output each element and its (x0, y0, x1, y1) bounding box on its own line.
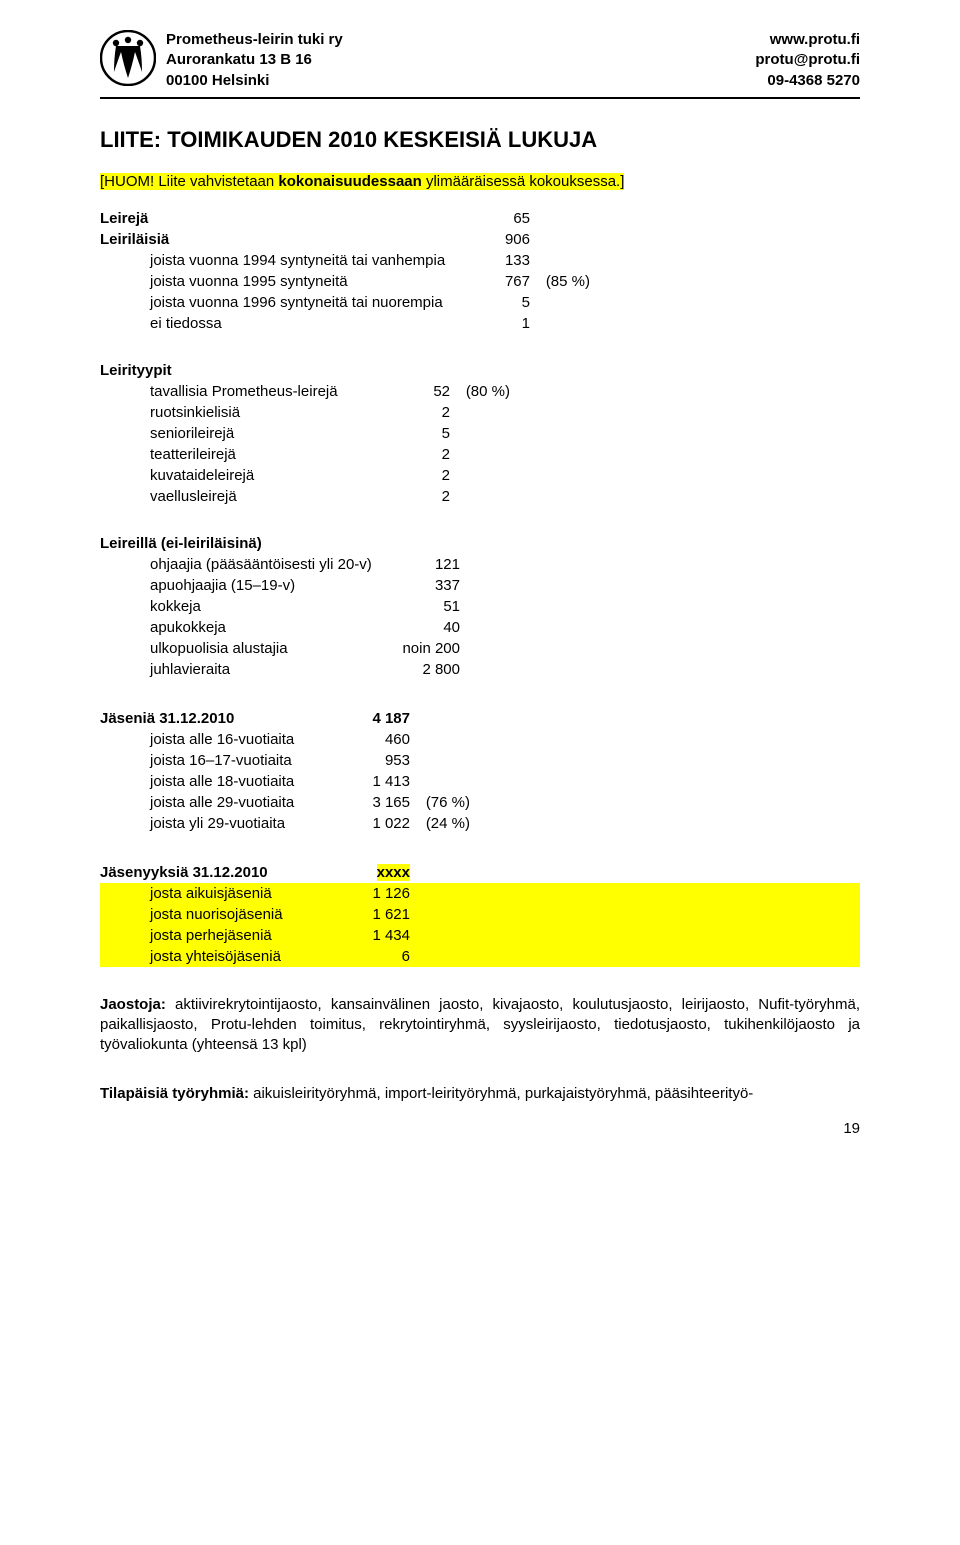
data-row: kuvataideleirejä 2 (100, 465, 860, 486)
footer-paragraph: Tilapäisiä työryhmiä: aikuisleirityöryhm… (100, 1084, 860, 1104)
data-row: ohjaajia (pääsääntöisesti yli 20-v) 121 (100, 554, 860, 575)
data-row: juhlavieraita 2 800 (100, 659, 860, 680)
data-row: kokkeja 51 (100, 596, 860, 617)
contact-line: protu@protu.fi (755, 50, 860, 70)
data-row: apukokkeja 40 (100, 617, 860, 638)
data-row: Leiriläisiä 906 (100, 229, 860, 250)
data-row: ulkopuolisia alustajia noin 200 (100, 638, 860, 659)
note-line: [HUOM! Liite vahvistetaan kokonaisuudess… (100, 173, 860, 190)
data-row: joista 16–17-vuotiaita 953 (100, 750, 860, 771)
camps-block: Leirejä 65 Leiriläisiä 906 joista vuonna… (100, 208, 860, 334)
org-address: Prometheus-leirin tuki ry Aurorankatu 13… (166, 30, 343, 91)
data-row: apuohjaajia (15–19-v) 337 (100, 575, 860, 596)
data-row: Leirejä 65 (100, 208, 860, 229)
section-title: Leireillä (ei-leiriläisinä) (100, 535, 860, 552)
page-header: Prometheus-leirin tuki ry Aurorankatu 13… (100, 30, 860, 99)
data-row: joista alle 16-vuotiaita 460 (100, 729, 860, 750)
data-row: seniorileirejä 5 (100, 423, 860, 444)
data-row-highlighted: josta aikuisjäseniä 1 126 (100, 883, 860, 904)
data-row: joista yli 29-vuotiaita 1 022 (24 %) (100, 813, 860, 834)
page-number: 19 (100, 1120, 860, 1137)
members-block: joista alle 16-vuotiaita 460 joista 16–1… (100, 729, 860, 834)
org-line: Prometheus-leirin tuki ry (166, 30, 343, 50)
footer-paragraph: Jaostoja: aktiivirekrytointijaosto, kans… (100, 995, 860, 1056)
data-row: tavallisia Prometheus-leirejä 52 (80 %) (100, 381, 860, 402)
document-page: Prometheus-leirin tuki ry Aurorankatu 13… (0, 0, 960, 1177)
memberships-block: Jäsenyyksiä 31.12.2010 xxxx josta aikuis… (100, 862, 860, 967)
data-row: Jäseniä 31.12.2010 4 187 (100, 708, 860, 729)
data-row-highlighted: josta yhteisöjäseniä 6 (100, 946, 860, 967)
org-line: Aurorankatu 13 B 16 (166, 50, 343, 70)
staff-block: ohjaajia (pääsääntöisesti yli 20-v) 121 … (100, 554, 860, 680)
data-row: joista alle 18-vuotiaita 1 413 (100, 771, 860, 792)
logo-icon (100, 30, 156, 86)
data-row: vaellusleirejä 2 (100, 486, 860, 507)
types-block: tavallisia Prometheus-leirejä 52 (80 %) … (100, 381, 860, 507)
data-row: joista vuonna 1995 syntyneitä 767 (85 %) (100, 271, 860, 292)
org-line: 00100 Helsinki (166, 71, 343, 91)
data-row: teatterileirejä 2 (100, 444, 860, 465)
contact-line: 09-4368 5270 (755, 71, 860, 91)
data-row: ei tiedossa 1 (100, 313, 860, 334)
data-row-highlighted: josta nuorisojäseniä 1 621 (100, 904, 860, 925)
contact-info: www.protu.fi protu@protu.fi 09-4368 5270 (755, 30, 860, 91)
data-row: joista vuonna 1996 syntyneitä tai nuorem… (100, 292, 860, 313)
contact-line: www.protu.fi (755, 30, 860, 50)
data-row: Jäsenyyksiä 31.12.2010 xxxx (100, 862, 860, 883)
data-row: ruotsinkielisiä 2 (100, 402, 860, 423)
data-row: joista alle 29-vuotiaita 3 165 (76 %) (100, 792, 860, 813)
page-title: LIITE: TOIMIKAUDEN 2010 KESKEISIÄ LUKUJA (100, 127, 860, 153)
note-highlight: [HUOM! Liite vahvistetaan kokonaisuudess… (100, 173, 624, 190)
data-row: joista vuonna 1994 syntyneitä tai vanhem… (100, 250, 860, 271)
data-row-highlighted: josta perhejäseniä 1 434 (100, 925, 860, 946)
section-title: Leirityypit (100, 362, 860, 379)
